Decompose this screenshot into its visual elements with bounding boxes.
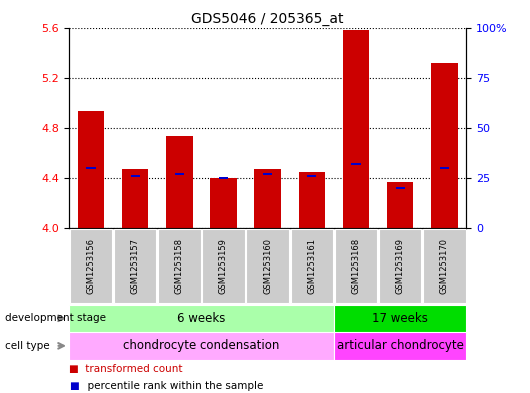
Bar	[69, 305, 334, 332]
Bar	[334, 332, 466, 360]
Bar	[254, 169, 281, 228]
Text: ■: ■	[69, 381, 78, 391]
Text: chondrocyte condensation: chondrocyte condensation	[123, 339, 280, 353]
Text: GSM1253157: GSM1253157	[131, 238, 139, 294]
Bar	[158, 230, 200, 303]
Text: cell type: cell type	[5, 341, 50, 351]
Text: GSM1253158: GSM1253158	[175, 238, 184, 294]
Text: articular chondrocyte: articular chondrocyte	[337, 339, 464, 353]
Bar	[307, 175, 316, 177]
Bar	[351, 163, 360, 165]
Bar	[202, 230, 245, 303]
Bar	[290, 230, 333, 303]
Bar	[69, 332, 334, 360]
Bar	[335, 230, 377, 303]
Bar	[298, 172, 325, 228]
Bar	[431, 62, 457, 228]
Text: development stage: development stage	[5, 313, 107, 323]
Bar	[166, 136, 192, 228]
Text: GSM1253168: GSM1253168	[351, 238, 360, 294]
Bar	[343, 30, 369, 228]
Bar	[219, 177, 228, 179]
Text: GSM1253160: GSM1253160	[263, 238, 272, 294]
Bar	[395, 187, 405, 189]
Text: 6 weeks: 6 weeks	[177, 312, 226, 325]
Bar	[175, 173, 184, 175]
Bar	[210, 178, 237, 228]
Text: GSM1253159: GSM1253159	[219, 238, 228, 294]
Bar	[130, 175, 140, 177]
Bar	[379, 230, 421, 303]
Bar	[86, 167, 95, 169]
Bar	[334, 305, 466, 332]
Bar	[70, 230, 112, 303]
Bar	[122, 169, 148, 228]
Bar	[387, 182, 413, 228]
Bar	[78, 112, 104, 228]
Text: ■  transformed count: ■ transformed count	[69, 364, 182, 374]
Title: GDS5046 / 205365_at: GDS5046 / 205365_at	[191, 13, 344, 26]
Bar	[246, 230, 289, 303]
Text: 17 weeks: 17 weeks	[372, 312, 428, 325]
Text: percentile rank within the sample: percentile rank within the sample	[81, 381, 263, 391]
Text: GSM1253170: GSM1253170	[440, 238, 449, 294]
Text: GSM1253161: GSM1253161	[307, 238, 316, 294]
Text: GSM1253156: GSM1253156	[86, 238, 95, 294]
Bar	[263, 173, 272, 175]
Bar	[423, 230, 465, 303]
Bar	[114, 230, 156, 303]
Bar	[440, 167, 449, 169]
Text: GSM1253169: GSM1253169	[396, 238, 404, 294]
